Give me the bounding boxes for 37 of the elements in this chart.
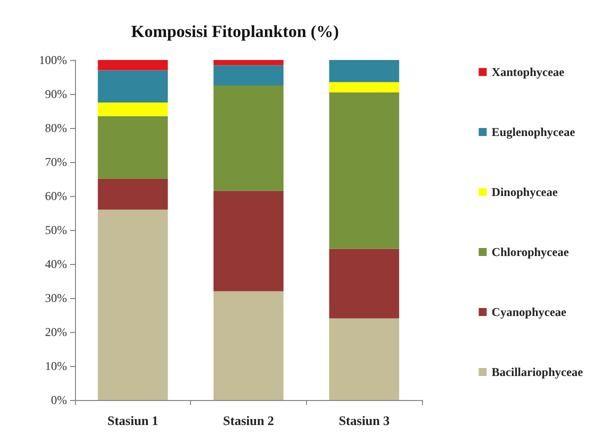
legend-label: Bacillariophyceae — [492, 365, 584, 379]
bar — [98, 60, 168, 70]
bar — [214, 60, 284, 66]
bar — [98, 102, 168, 116]
y-tick-label: 0% — [51, 393, 67, 407]
bar — [98, 210, 168, 400]
legend-label: Chlorophyceae — [492, 245, 570, 259]
y-tick-label: 50% — [45, 223, 67, 237]
legend-label: Cyanophyceae — [492, 305, 568, 319]
legend-label: Euglenophyceae — [492, 125, 576, 139]
y-tick-label: 80% — [45, 121, 67, 135]
y-tick-label: 10% — [45, 359, 67, 373]
y-tick-label: 20% — [45, 325, 67, 339]
legend-label: Xantophyceae — [492, 65, 566, 79]
x-tick-label: Stasiun 2 — [223, 413, 274, 428]
bar — [329, 82, 400, 92]
bar — [98, 179, 168, 210]
y-tick-label: 90% — [45, 87, 67, 101]
bar — [329, 92, 400, 249]
legend-label: Dinophyceae — [492, 185, 558, 199]
y-tick-label: 60% — [45, 189, 67, 203]
x-tick-label: Stasiun 3 — [338, 413, 390, 428]
bar — [98, 116, 168, 179]
y-tick-label: 100% — [39, 53, 67, 67]
bar — [214, 65, 284, 86]
y-tick-label: 70% — [45, 155, 67, 169]
bar — [98, 70, 168, 102]
y-tick-label: 40% — [45, 257, 67, 271]
x-tick-label: Stasiun 1 — [107, 413, 158, 428]
bar — [214, 190, 284, 292]
bar — [329, 318, 400, 400]
chart-title: Komposisi Fitoplankton (%) — [131, 22, 339, 41]
bar — [329, 60, 400, 82]
y-tick-label: 30% — [45, 291, 67, 305]
bar — [214, 86, 284, 191]
bar — [214, 291, 284, 400]
bar — [329, 248, 400, 318]
